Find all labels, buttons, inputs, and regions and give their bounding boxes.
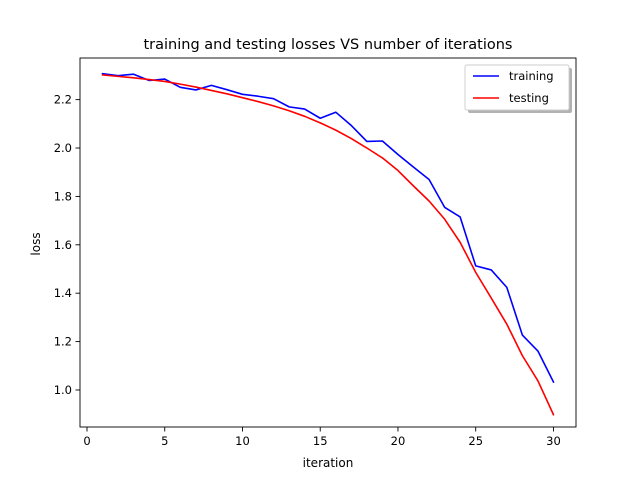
axes-frame — [79, 57, 577, 428]
x-axis-label: iteration — [303, 456, 354, 470]
series-line-training — [101, 72, 555, 384]
x-tick-label: 25 — [468, 434, 483, 448]
y-axis: 1.0 1.2 1.4 1.6 1.8 2.0 2.2 — [54, 93, 80, 397]
y-tick-label: 1.0 — [54, 383, 72, 397]
series-layer — [101, 72, 555, 416]
y-tick-label: 2.0 — [54, 141, 72, 155]
x-tick-label: 5 — [161, 434, 168, 448]
y-tick-label: 1.4 — [54, 286, 72, 300]
y-tick-label: 1.8 — [54, 189, 72, 203]
y-tick-label: 1.6 — [54, 238, 72, 252]
chart-title: training and testing losses VS number of… — [144, 37, 513, 53]
y-tick-label: 2.2 — [54, 93, 72, 107]
x-tick-label: 20 — [391, 434, 406, 448]
plot-area — [79, 57, 577, 428]
y-tick-label: 1.2 — [54, 335, 72, 349]
legend: training testing — [464, 64, 572, 113]
x-axis: 0 5 10 15 20 25 30 — [83, 427, 561, 448]
legend-label-training: training — [509, 69, 554, 83]
plot-background — [80, 58, 576, 427]
x-tick-label: 30 — [546, 434, 561, 448]
x-tick-label: 10 — [235, 434, 250, 448]
x-tick-label: 15 — [313, 434, 328, 448]
y-axis-label: loss — [29, 232, 43, 255]
legend-label-testing: testing — [509, 91, 549, 105]
x-tick-label: 0 — [83, 434, 90, 448]
series-line-testing — [101, 74, 555, 416]
